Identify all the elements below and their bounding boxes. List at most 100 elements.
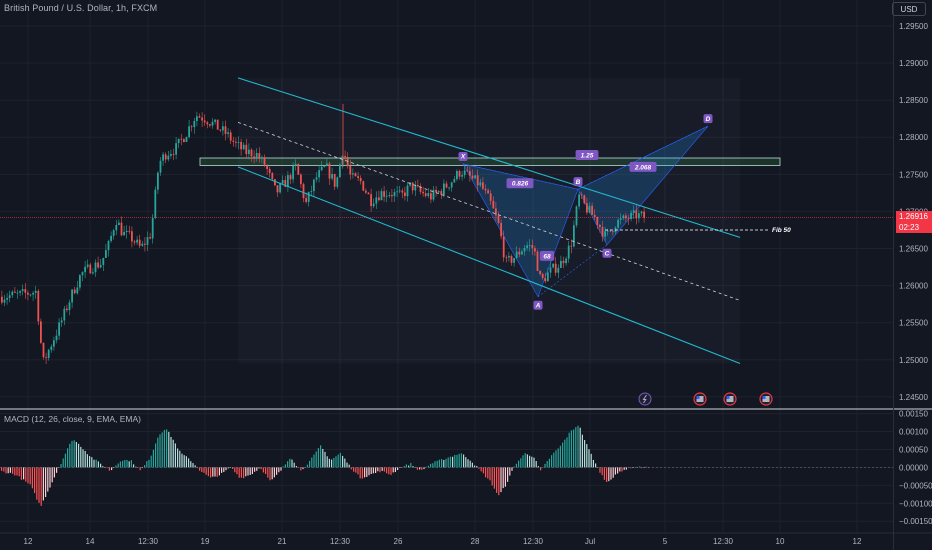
macd-bar <box>357 467 359 475</box>
candle-body <box>24 289 27 293</box>
macd-bar <box>500 467 502 493</box>
candle-body <box>409 182 411 186</box>
macd-bar <box>423 467 425 470</box>
candle-body <box>463 170 466 176</box>
candle-body <box>331 174 333 179</box>
candle-body <box>383 191 385 197</box>
macd-bar <box>282 466 284 468</box>
candle-body <box>315 177 318 180</box>
candle-body <box>560 260 562 268</box>
macd-bar <box>645 466 647 468</box>
candle-body <box>606 230 609 232</box>
macd-bar <box>262 467 264 473</box>
macd-bar <box>229 467 231 469</box>
macd-bar <box>372 467 374 474</box>
macd-bar <box>379 467 381 473</box>
candle-body <box>575 206 578 226</box>
macd-histogram <box>0 425 893 506</box>
macd-bar <box>254 467 256 472</box>
macd-bar <box>405 464 407 468</box>
macd-bar <box>111 467 113 471</box>
candle-body <box>619 218 622 220</box>
dividend-event-icon[interactable] <box>638 392 652 406</box>
macd-bar <box>599 467 601 473</box>
candle-body <box>266 165 268 169</box>
candle-body <box>323 166 326 167</box>
macd-bar <box>29 467 31 485</box>
ratio-label: 0.826 <box>512 181 529 188</box>
macd-bar <box>375 467 377 473</box>
macd-bar <box>575 427 577 468</box>
macd-bar <box>207 467 209 477</box>
macd-bar <box>161 432 163 468</box>
candle-body <box>393 192 396 197</box>
macd-bar <box>390 467 392 475</box>
price-tick-label: 1.28000 <box>899 133 928 142</box>
macd-bar <box>625 467 627 470</box>
macd-bar <box>243 467 245 479</box>
candle-body <box>484 188 487 191</box>
event-markers[interactable] <box>638 392 773 406</box>
macd-bar <box>51 467 53 483</box>
macd-tick-label: 0.00050 <box>899 445 928 454</box>
candle-body <box>562 260 565 264</box>
candle-body <box>365 190 367 193</box>
currency-button[interactable]: USD <box>892 2 926 16</box>
drawings-front[interactable]: Fib 50 X A B C D 0.826 1.25 2.068 68 <box>237 77 791 365</box>
candle-body <box>133 241 136 243</box>
candle-body <box>14 291 16 293</box>
candle-body <box>240 142 242 150</box>
macd-bar <box>67 448 69 468</box>
candle-body <box>128 230 131 232</box>
macd-bar <box>276 467 278 475</box>
symbol-title[interactable]: British Pound / U.S. Dollar, 1h, FXCM <box>4 3 158 13</box>
macd-bar <box>590 453 592 468</box>
candle-body <box>209 124 211 126</box>
candle-body <box>242 144 245 150</box>
macd-bar <box>130 460 132 468</box>
macd-bar <box>498 467 500 496</box>
macd-bar <box>265 467 267 475</box>
macd-bar <box>476 466 478 468</box>
macd-bar <box>80 446 82 468</box>
macd-bar <box>12 467 14 474</box>
macd-bar <box>49 467 51 488</box>
macd-bar <box>58 467 60 469</box>
macd-bar <box>458 453 460 468</box>
candle-body <box>570 245 573 247</box>
macd-bar <box>256 467 258 471</box>
candle-body <box>263 157 266 166</box>
macd-bar <box>302 467 304 470</box>
candle-body <box>159 160 162 173</box>
macd-bar <box>454 454 456 468</box>
ratio-label: 68 <box>543 253 551 260</box>
macd-bar <box>100 463 102 468</box>
macd-bar <box>135 466 137 468</box>
candle-body <box>552 263 554 268</box>
macd-bar <box>447 457 449 468</box>
macd-bar <box>313 454 315 468</box>
macd-bar <box>284 464 286 468</box>
macd-bar <box>584 440 586 468</box>
candles <box>1 103 645 365</box>
candle-body <box>214 119 216 122</box>
candle-body <box>406 185 409 197</box>
macd-bar <box>348 464 350 468</box>
candle-body <box>154 189 157 218</box>
ratio-label: 2.068 <box>634 164 652 171</box>
economic-event-icon[interactable] <box>693 392 707 406</box>
macd-bar <box>368 467 370 476</box>
candle-body <box>248 149 250 154</box>
candle-body <box>424 193 427 197</box>
flag-canton <box>762 396 766 399</box>
macd-title[interactable]: MACD (12, 26, close, 9, EMA, EMA) <box>4 414 141 424</box>
candle-body <box>471 175 474 179</box>
economic-event-icon[interactable] <box>723 392 737 406</box>
candle-body <box>401 190 404 193</box>
economic-event-icon[interactable] <box>759 392 773 406</box>
macd-bar <box>234 467 236 473</box>
macd-bar <box>617 467 619 474</box>
macd-bar <box>3 467 5 472</box>
candle-body <box>1 296 3 303</box>
